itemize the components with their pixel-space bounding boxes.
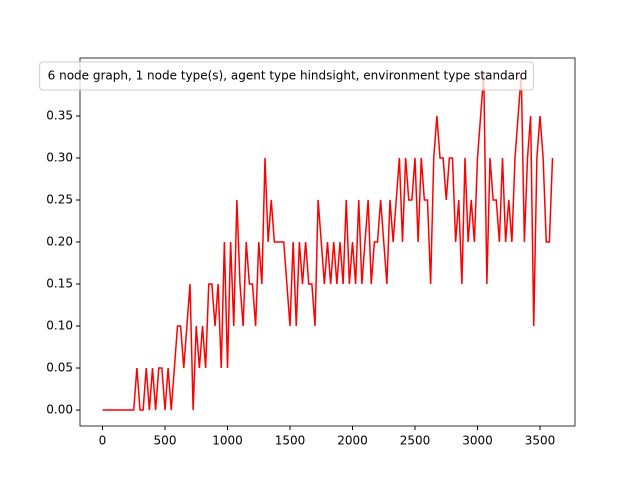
y-tick-label: 0.00 bbox=[46, 403, 73, 417]
legend-box bbox=[39, 61, 534, 91]
y-tick-label: 0.20 bbox=[46, 235, 73, 249]
y-tick-label: 0.25 bbox=[46, 192, 73, 206]
y-tick-label: 0.10 bbox=[46, 319, 73, 333]
data-line bbox=[102, 73, 554, 411]
legend-label: 6 node graph, 1 node type(s), agent type… bbox=[48, 69, 528, 83]
y-tick-label: 0.05 bbox=[46, 361, 73, 375]
x-tick-label: 1500 bbox=[275, 434, 306, 448]
x-tick-label: 2000 bbox=[337, 434, 368, 448]
x-tick-label: 0 bbox=[99, 434, 107, 448]
plot-frame bbox=[79, 57, 576, 427]
x-tick-label: 500 bbox=[154, 434, 177, 448]
x-tick-label: 3000 bbox=[462, 434, 493, 448]
y-tick-label: 0.30 bbox=[46, 150, 73, 164]
x-tick-label: 3500 bbox=[525, 434, 556, 448]
x-tick-label: 2500 bbox=[400, 434, 431, 448]
y-tick-label: 0.35 bbox=[46, 108, 73, 122]
y-tick-label: 0.15 bbox=[46, 277, 73, 291]
x-tick-label: 1000 bbox=[212, 434, 243, 448]
